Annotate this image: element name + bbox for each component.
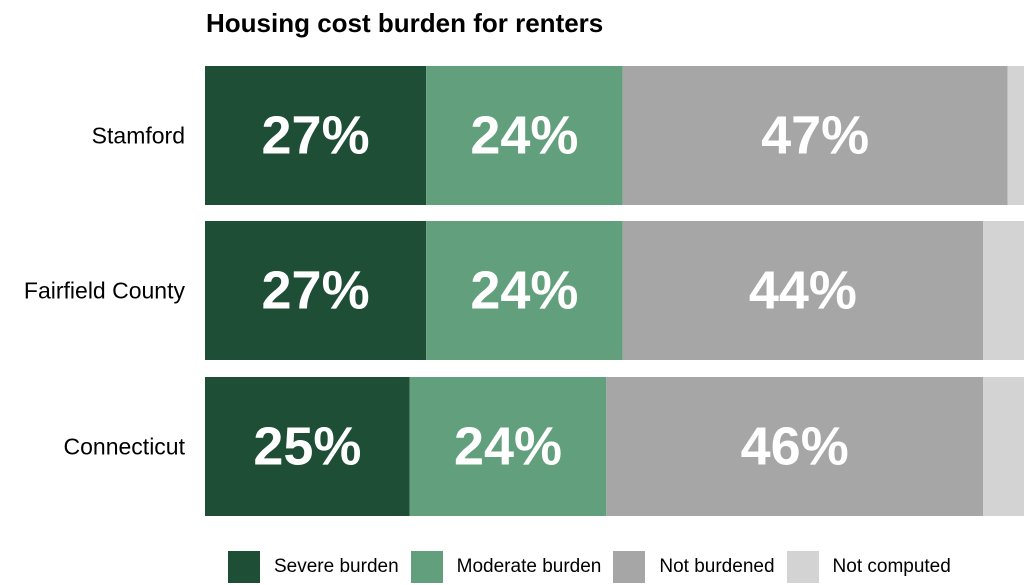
legend: Severe burden Moderate burden Not burden… [228, 551, 963, 583]
legend-label-not-computed: Not computed [832, 556, 951, 577]
bar-stamford-not-computed [1007, 66, 1024, 205]
category-label-stamford: Stamford [92, 123, 185, 149]
bar-connecticut-not-computed [983, 377, 1024, 516]
value-label-fairfield-county-not-burdened: 44% [749, 261, 857, 321]
bar-stamford-moderate-burden [426, 66, 623, 205]
legend-swatch-not-computed [786, 551, 819, 583]
category-label-fairfield-county: Fairfield County [24, 278, 186, 304]
bar-stamford-not-burdened [622, 66, 1008, 205]
value-label-connecticut-severe-burden: 25% [253, 417, 361, 477]
chart-title: Housing cost burden for renters [206, 8, 604, 38]
bar-connecticut-severe-burden [205, 377, 410, 516]
bar-connecticut-not-burdened [606, 377, 984, 516]
value-label-fairfield-county-severe-burden: 27% [262, 261, 370, 321]
bar-fairfield-county-severe-burden [205, 221, 427, 360]
legend-swatch-moderate-burden [410, 551, 443, 583]
value-label-stamford-moderate-burden: 24% [470, 106, 578, 166]
legend-swatch-not-burdened [613, 551, 646, 583]
value-label-stamford-severe-burden: 27% [262, 106, 370, 166]
legend-item-not-computed: Not computed [786, 551, 951, 583]
bar-fairfield-county-moderate-burden [426, 221, 623, 360]
legend-label-not-burdened: Not burdened [659, 556, 775, 577]
legend-item-severe-burden: Severe burden [228, 551, 399, 583]
bar-fairfield-county-not-computed [983, 221, 1024, 360]
value-label-connecticut-not-burdened: 46% [741, 417, 849, 477]
legend-label-severe-burden: Severe burden [274, 556, 399, 577]
value-label-stamford-not-burdened: 47% [761, 106, 869, 166]
bar-fairfield-county-not-burdened [622, 221, 984, 360]
bar-connecticut-moderate-burden [409, 377, 607, 516]
legend-item-not-burdened: Not burdened [613, 551, 775, 583]
legend-item-moderate-burden: Moderate burden [410, 551, 602, 583]
value-label-connecticut-moderate-burden: 24% [454, 417, 562, 477]
bar-stamford-severe-burden [205, 66, 427, 205]
legend-label-moderate-burden: Moderate burden [456, 556, 602, 577]
value-label-fairfield-county-moderate-burden: 24% [470, 261, 578, 321]
category-label-connecticut: Connecticut [64, 434, 186, 460]
legend-swatch-severe-burden [228, 551, 260, 583]
